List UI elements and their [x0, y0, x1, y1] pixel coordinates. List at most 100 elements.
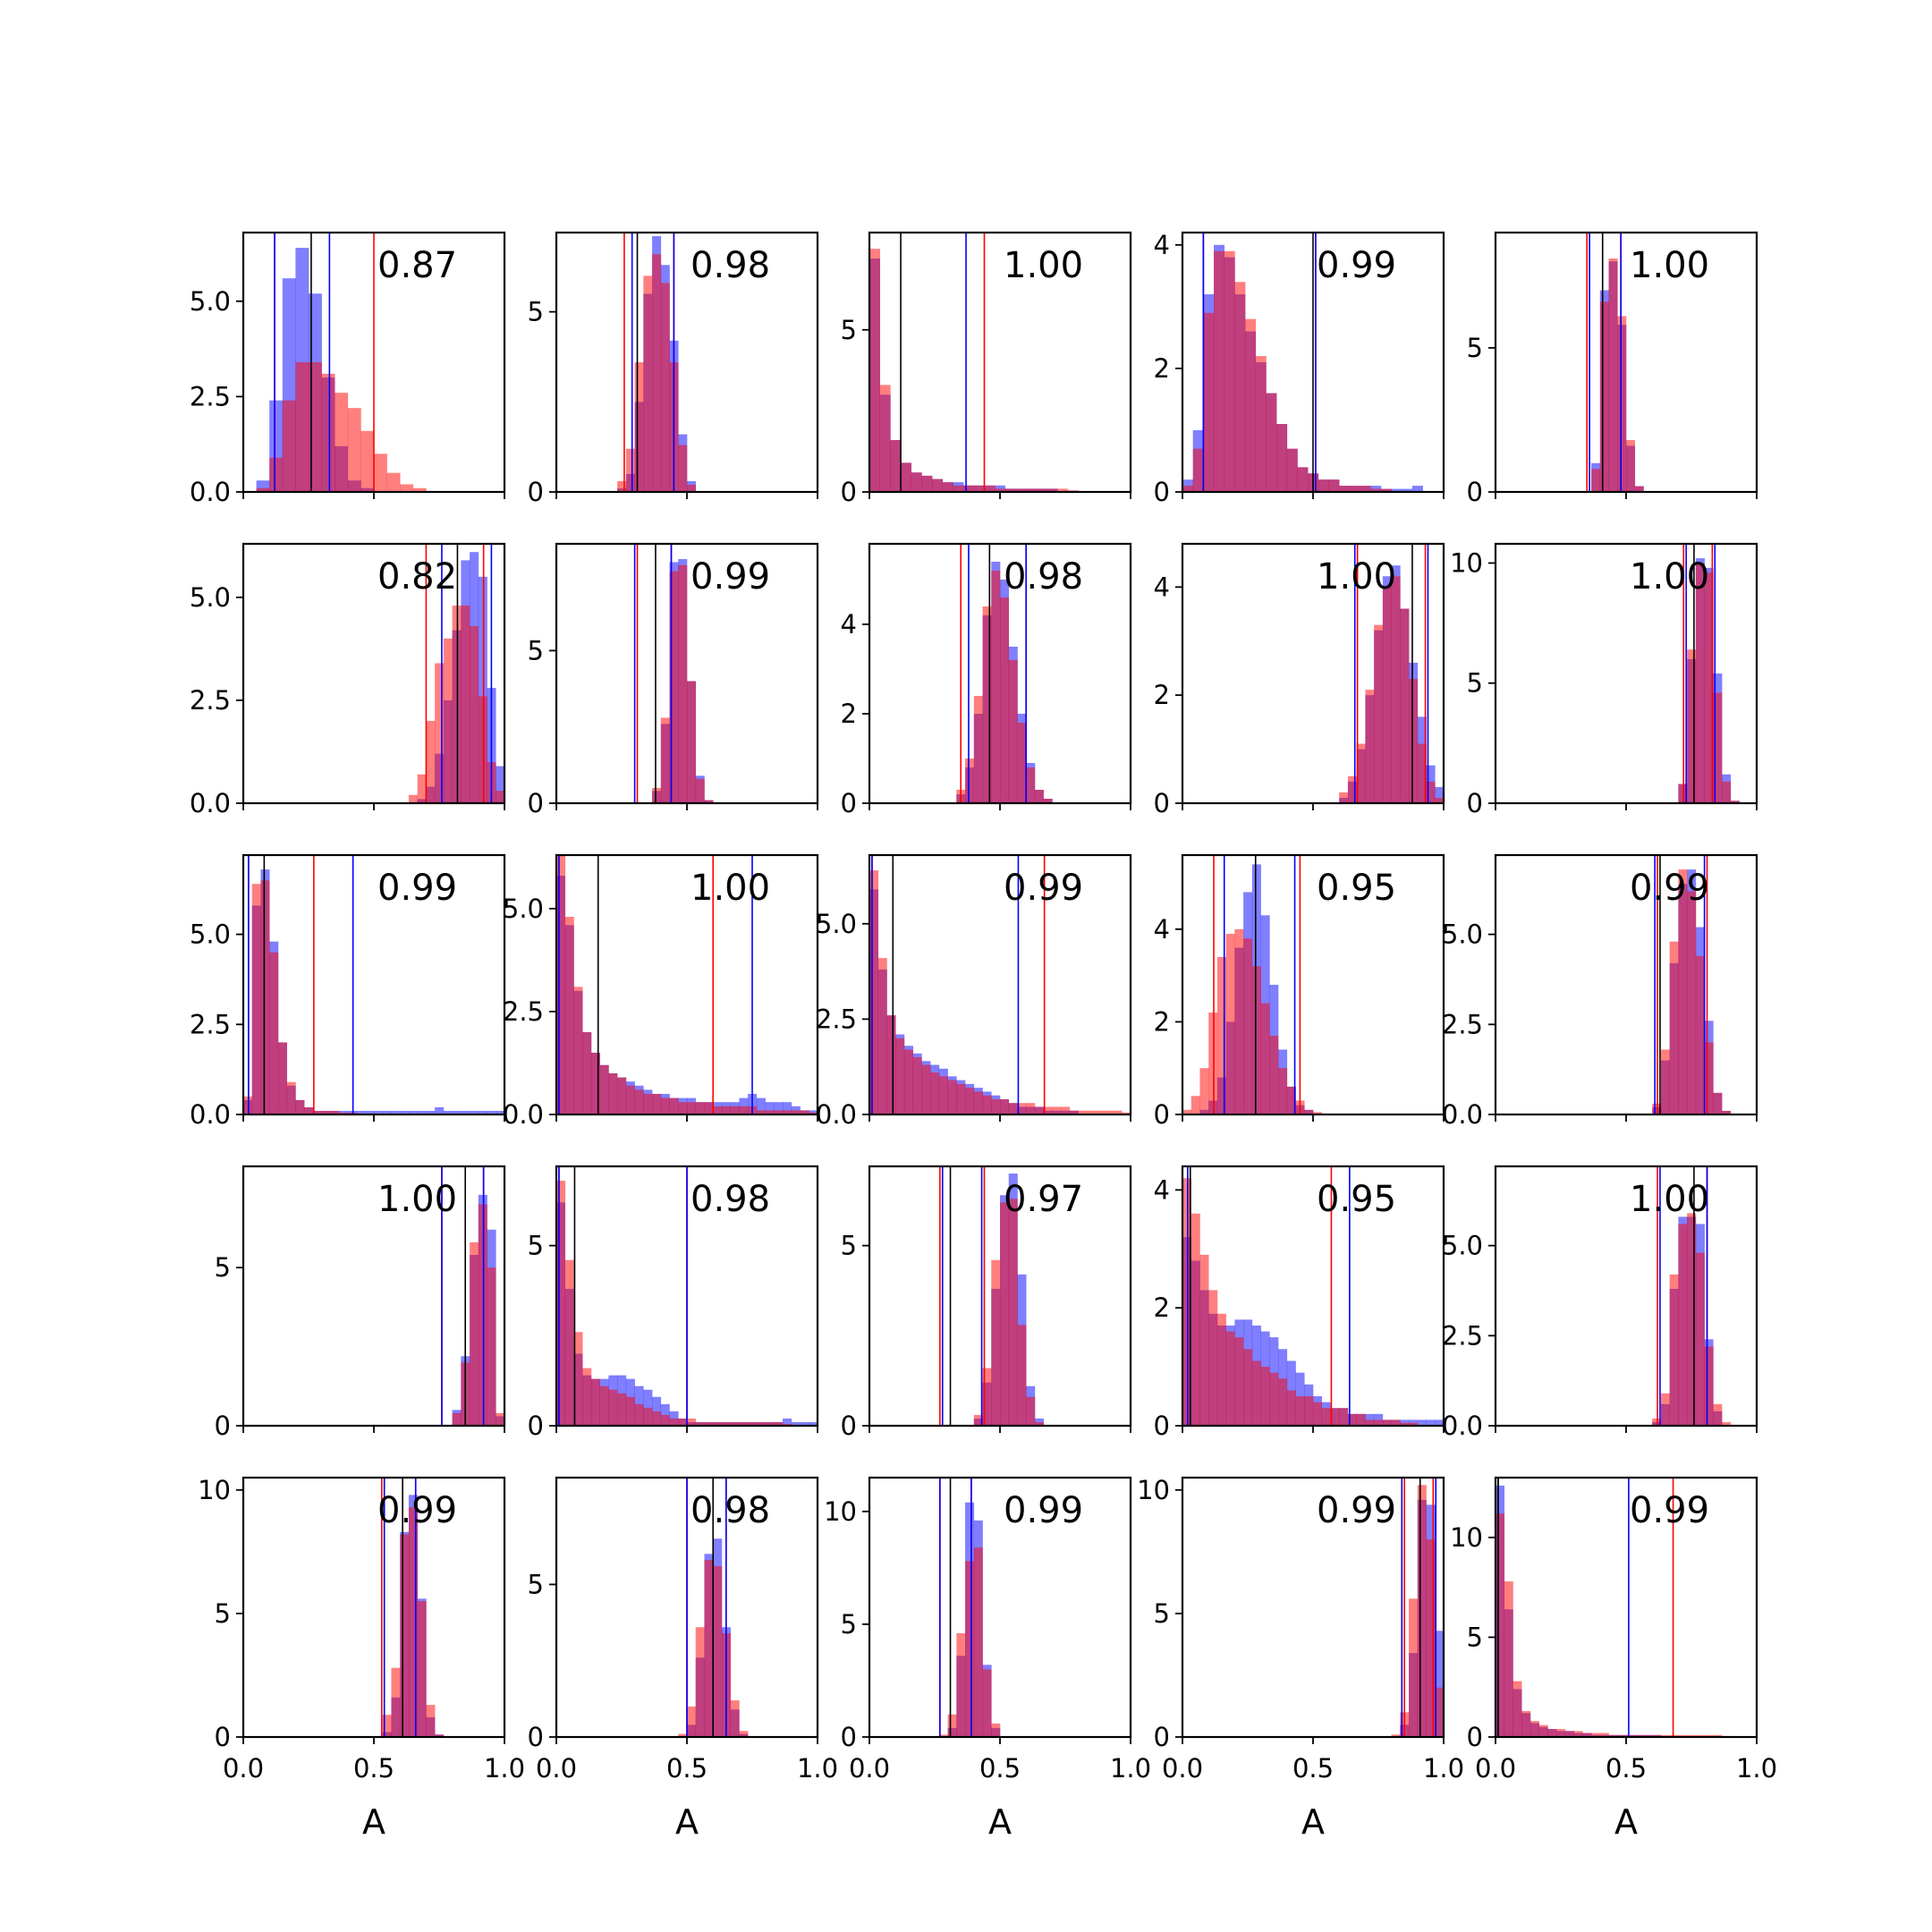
hist-bar-red	[1034, 1421, 1044, 1426]
histogram-panel-r2c2: 0.0 2.5 5.0 0.99	[816, 853, 1132, 1130]
hist-bar-red	[1660, 1393, 1670, 1426]
hist-bar-red	[1538, 1724, 1548, 1737]
hist-bar-red	[713, 1106, 723, 1114]
hist-bar-red	[774, 1110, 784, 1114]
panel-value-label: 0.99	[1630, 868, 1709, 909]
hist-bar-red	[1026, 1396, 1036, 1426]
histogram-panel-r2c3: 0 2 4 0.95	[1154, 853, 1445, 1130]
hist-bar-red	[991, 571, 1001, 803]
hist-bar-red	[260, 880, 270, 1114]
hist-bar-red	[1043, 799, 1053, 803]
hist-bar-red	[608, 1072, 618, 1114]
hist-bar-red	[573, 987, 583, 1114]
y-tick-label: 5	[215, 1252, 231, 1283]
y-tick-label: 2.5	[190, 685, 231, 716]
hist-bar-red	[1669, 1274, 1679, 1426]
y-tick-label: 2	[1154, 1292, 1170, 1323]
hist-bar-blue	[443, 1110, 453, 1114]
hist-bar-red	[1530, 1721, 1539, 1737]
hist-bar-red	[1286, 1390, 1296, 1426]
hist-bar-red	[1678, 1224, 1688, 1426]
y-tick-label: 5	[528, 297, 544, 327]
hist-bar-red	[938, 1076, 948, 1114]
hist-bar-red	[1382, 1419, 1392, 1426]
y-tick-label: 5	[841, 1609, 857, 1640]
hist-bar-red	[1113, 1110, 1123, 1114]
hist-bar-red	[942, 482, 953, 492]
hist-bar-red	[869, 870, 879, 1114]
hist-bar-red	[991, 1723, 1001, 1737]
hist-bar-red	[713, 1565, 723, 1737]
histogram-panel-r4c0: 0 5 10 0.0 0.5 1.0 A 0.99	[198, 1475, 525, 1842]
histogram-panel-r4c1: 0 5 0.0 0.5 1.0 A 0.98	[528, 1476, 838, 1842]
y-tick-label: 0	[1154, 1411, 1170, 1441]
hist-bar-red	[625, 1396, 635, 1426]
hist-bar-red	[1400, 608, 1410, 803]
hist-bar-red	[1096, 1110, 1106, 1114]
y-tick-label: 5	[841, 315, 857, 345]
hist-bar-red	[1695, 563, 1705, 803]
hist-bar-blue	[1402, 488, 1413, 492]
y-tick-label: 2	[1154, 680, 1170, 710]
y-tick-label: 10	[1137, 1475, 1170, 1505]
hist-bar-red	[347, 408, 361, 492]
x-tick-label: 0.5	[666, 1753, 708, 1784]
histogram-panel-r0c3: 0 2 4 0.99	[1154, 230, 1445, 507]
hist-bar-red	[895, 1038, 905, 1114]
hist-bar-blue	[783, 1102, 792, 1114]
hist-bar-red	[412, 487, 427, 492]
hist-bar-red	[1278, 1068, 1288, 1114]
hist-bar-red	[1224, 250, 1235, 492]
hist-bar-red	[930, 1072, 940, 1114]
panel-plot-area	[1652, 855, 1732, 1114]
panel-value-label: 0.99	[1317, 245, 1396, 286]
hist-bar-red	[1347, 1413, 1357, 1426]
hist-bar-blue	[774, 1102, 784, 1114]
hist-bar-blue	[756, 1097, 766, 1114]
hist-bar-red	[1255, 356, 1267, 492]
panel-plot-area	[1678, 544, 1740, 803]
hist-bar-red	[400, 1534, 410, 1737]
hist-bar-red	[452, 1412, 462, 1426]
hist-bar-red	[1304, 1109, 1314, 1114]
hist-bar-red	[1182, 486, 1193, 492]
histogram-panel-r3c2: 050.97	[841, 1165, 1132, 1441]
hist-bar-red	[1234, 282, 1246, 492]
hist-bar-blue	[435, 1106, 445, 1114]
hist-bar-red	[1266, 393, 1277, 492]
hist-bar-red	[564, 1259, 574, 1426]
panel-value-label: 1.00	[1630, 1179, 1709, 1220]
hist-bar-red	[756, 1421, 766, 1426]
hist-bar-red	[982, 606, 992, 803]
panel-plot-area	[1496, 1478, 1732, 1737]
hist-bar-red	[1008, 660, 1018, 803]
hist-bar-red	[1370, 488, 1382, 492]
hist-bar-red	[1660, 1049, 1670, 1114]
panel-value-label: 0.95	[1317, 1179, 1396, 1220]
hist-bar-red	[704, 1560, 714, 1737]
hist-bar-red	[417, 774, 427, 803]
hist-bar-red	[1234, 1337, 1244, 1426]
histogram-panel-r1c0: 0.0 2.5 5.0 0.82	[190, 542, 506, 818]
hist-bar-red	[1347, 775, 1357, 803]
hist-bar-red	[1564, 1731, 1574, 1737]
hist-bar-red	[1599, 1733, 1609, 1737]
hist-bar-red	[678, 564, 688, 803]
hist-bar-red	[1243, 938, 1253, 1114]
hist-bar-blue	[426, 1110, 436, 1114]
hist-bar-red	[1678, 869, 1688, 1114]
y-tick-label: 0.0	[1442, 1411, 1483, 1441]
hist-bar-red	[652, 1093, 662, 1114]
hist-bar-red	[982, 1095, 992, 1114]
hist-bar-red	[774, 1421, 784, 1426]
hist-bar-red	[1426, 781, 1436, 803]
hist-bar-red	[695, 1627, 705, 1737]
x-tick-label: 1.0	[1423, 1753, 1464, 1784]
hist-bar-red	[1695, 955, 1705, 1114]
panel-plot-area	[441, 1166, 504, 1426]
hist-bar-red	[1251, 966, 1261, 1114]
hist-bar-red	[1435, 797, 1444, 803]
y-tick-label: 5.0	[503, 894, 544, 924]
histogram-panel-r1c3: 0 2 4 1.00	[1154, 542, 1445, 818]
hist-bar-red	[617, 480, 627, 492]
